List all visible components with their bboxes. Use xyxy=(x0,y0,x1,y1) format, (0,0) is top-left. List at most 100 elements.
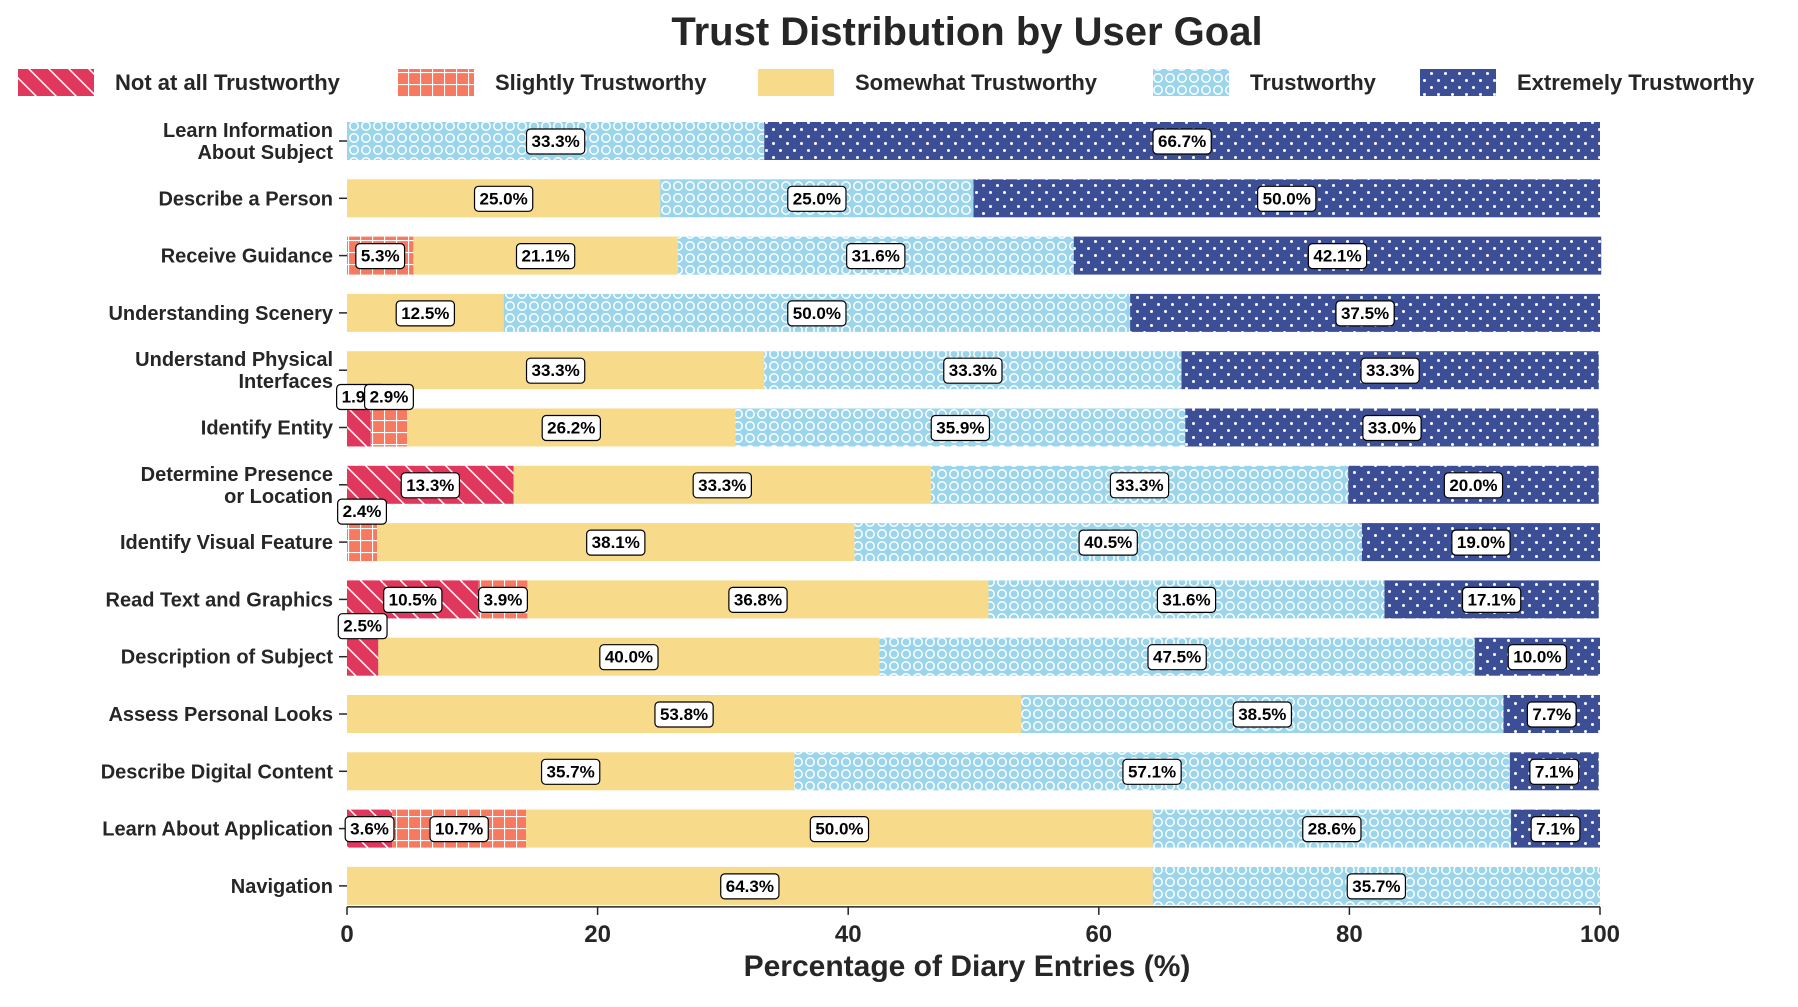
category-label: About Subject xyxy=(197,142,333,164)
data-label: 31.6% xyxy=(1162,590,1210,609)
data-label-box xyxy=(478,586,528,614)
data-label: 35.7% xyxy=(547,762,595,781)
legend-label: Extremely Trustworthy xyxy=(1517,70,1755,95)
data-label-box xyxy=(1526,701,1577,728)
legend-item: Not at all Trustworthy xyxy=(18,69,341,96)
data-label: 28.6% xyxy=(1308,820,1356,839)
data-label: 2.4% xyxy=(343,502,382,521)
legend-label: Somewhat Trustworthy xyxy=(855,70,1098,95)
data-label: 7.1% xyxy=(1536,820,1575,839)
data-label: 31.6% xyxy=(852,247,900,266)
data-label-box xyxy=(787,300,847,327)
data-label: 19.0% xyxy=(1457,533,1505,552)
legend-item: Slightly Trustworthy xyxy=(398,69,707,96)
data-label: 10.5% xyxy=(389,590,437,609)
category-label: Understand Physical xyxy=(135,349,333,371)
data-label-box xyxy=(846,243,906,270)
x-tick-label: 80 xyxy=(1336,921,1363,948)
data-label-box xyxy=(1346,873,1407,900)
x-tick-label: 100 xyxy=(1580,921,1620,948)
data-label-box xyxy=(383,586,443,614)
legend-label: Not at all Trustworthy xyxy=(115,70,341,95)
data-label-box xyxy=(1360,357,1420,384)
data-label-box xyxy=(1232,701,1293,728)
data-label: 35.7% xyxy=(1352,877,1400,896)
legend-swatch xyxy=(398,69,474,96)
data-label-box xyxy=(599,644,659,671)
data-label-box xyxy=(337,613,388,640)
data-label-box xyxy=(586,529,646,556)
data-label-box xyxy=(1362,414,1422,442)
data-label-box xyxy=(395,300,456,327)
data-label-box xyxy=(1109,472,1170,499)
data-label-box xyxy=(720,873,780,900)
data-label: 38.5% xyxy=(1238,705,1286,724)
data-label-box xyxy=(1307,243,1368,270)
data-label: 17.1% xyxy=(1468,590,1516,609)
data-label-box xyxy=(1302,815,1362,843)
data-label-box xyxy=(943,357,1003,384)
data-label-box xyxy=(525,128,586,155)
data-label: 7.1% xyxy=(1535,762,1574,781)
data-label: 7.7% xyxy=(1532,705,1571,724)
category-label: or Location xyxy=(224,486,333,508)
data-label: 53.8% xyxy=(660,705,708,724)
data-label: 47.5% xyxy=(1153,648,1201,667)
data-label-box xyxy=(400,472,461,499)
legend-swatch xyxy=(1420,69,1496,96)
data-label: 10.7% xyxy=(435,820,483,839)
legend-item: Extremely Trustworthy xyxy=(1420,69,1755,96)
category-label: Navigation xyxy=(231,876,333,898)
category-label: Receive Guidance xyxy=(161,246,333,268)
data-label: 33.3% xyxy=(532,361,580,380)
data-label: 35.9% xyxy=(936,419,984,438)
category-label: Describe Digital Content xyxy=(101,761,334,783)
data-label: 21.1% xyxy=(521,247,569,266)
data-label-box xyxy=(692,472,752,499)
category-label: Learn Information xyxy=(163,120,333,142)
x-tick-label: 40 xyxy=(835,921,862,948)
data-label-box xyxy=(1152,128,1212,155)
data-label: 33.0% xyxy=(1368,419,1416,438)
legend-label: Trustworthy xyxy=(1250,70,1377,95)
data-label-box xyxy=(1147,644,1207,671)
chart-title: Trust Distribution by User Goal xyxy=(671,10,1262,54)
data-label-box xyxy=(473,185,534,212)
data-label: 33.3% xyxy=(532,132,580,151)
chart-legend: Not at all Trustworthy Slightly Trustwort… xyxy=(18,69,1755,96)
data-label: 33.3% xyxy=(949,361,997,380)
data-label: 38.1% xyxy=(592,533,640,552)
x-tick-label: 0 xyxy=(340,921,353,948)
data-label-box xyxy=(930,414,991,442)
data-label: 50.0% xyxy=(815,820,863,839)
data-label-box xyxy=(1443,472,1504,499)
category-label: Interfaces xyxy=(239,371,334,393)
bar-segment xyxy=(347,523,378,562)
bars-group xyxy=(347,122,1602,905)
legend-swatch xyxy=(1153,69,1229,96)
data-label: 2.9% xyxy=(370,388,409,407)
data-label: 40.5% xyxy=(1084,533,1132,552)
data-label-box xyxy=(1451,529,1511,556)
data-label: 3.6% xyxy=(350,820,389,839)
data-label: 50.0% xyxy=(793,304,841,323)
data-label-box xyxy=(355,243,406,270)
data-label: 64.3% xyxy=(726,877,774,896)
data-label: 10.0% xyxy=(1513,648,1561,667)
data-label: 66.7% xyxy=(1158,132,1206,151)
data-label-box xyxy=(541,414,601,442)
data-label-box xyxy=(515,243,576,270)
category-label: Understanding Scenery xyxy=(108,303,333,325)
data-labels-group: 33.3% 66.7% 25.0% 25.0% 50.0% 5.3% 21.1% 31.6% 4… xyxy=(336,128,1581,900)
data-label-box xyxy=(337,498,388,525)
bar-segment xyxy=(347,408,371,447)
legend-item: Somewhat Trustworthy xyxy=(758,69,1098,96)
data-label-box xyxy=(429,815,489,843)
x-tick-label: 20 xyxy=(584,921,611,948)
data-label-box xyxy=(1461,586,1522,614)
data-label: 33.3% xyxy=(1366,361,1414,380)
data-label: 13.3% xyxy=(406,476,454,495)
